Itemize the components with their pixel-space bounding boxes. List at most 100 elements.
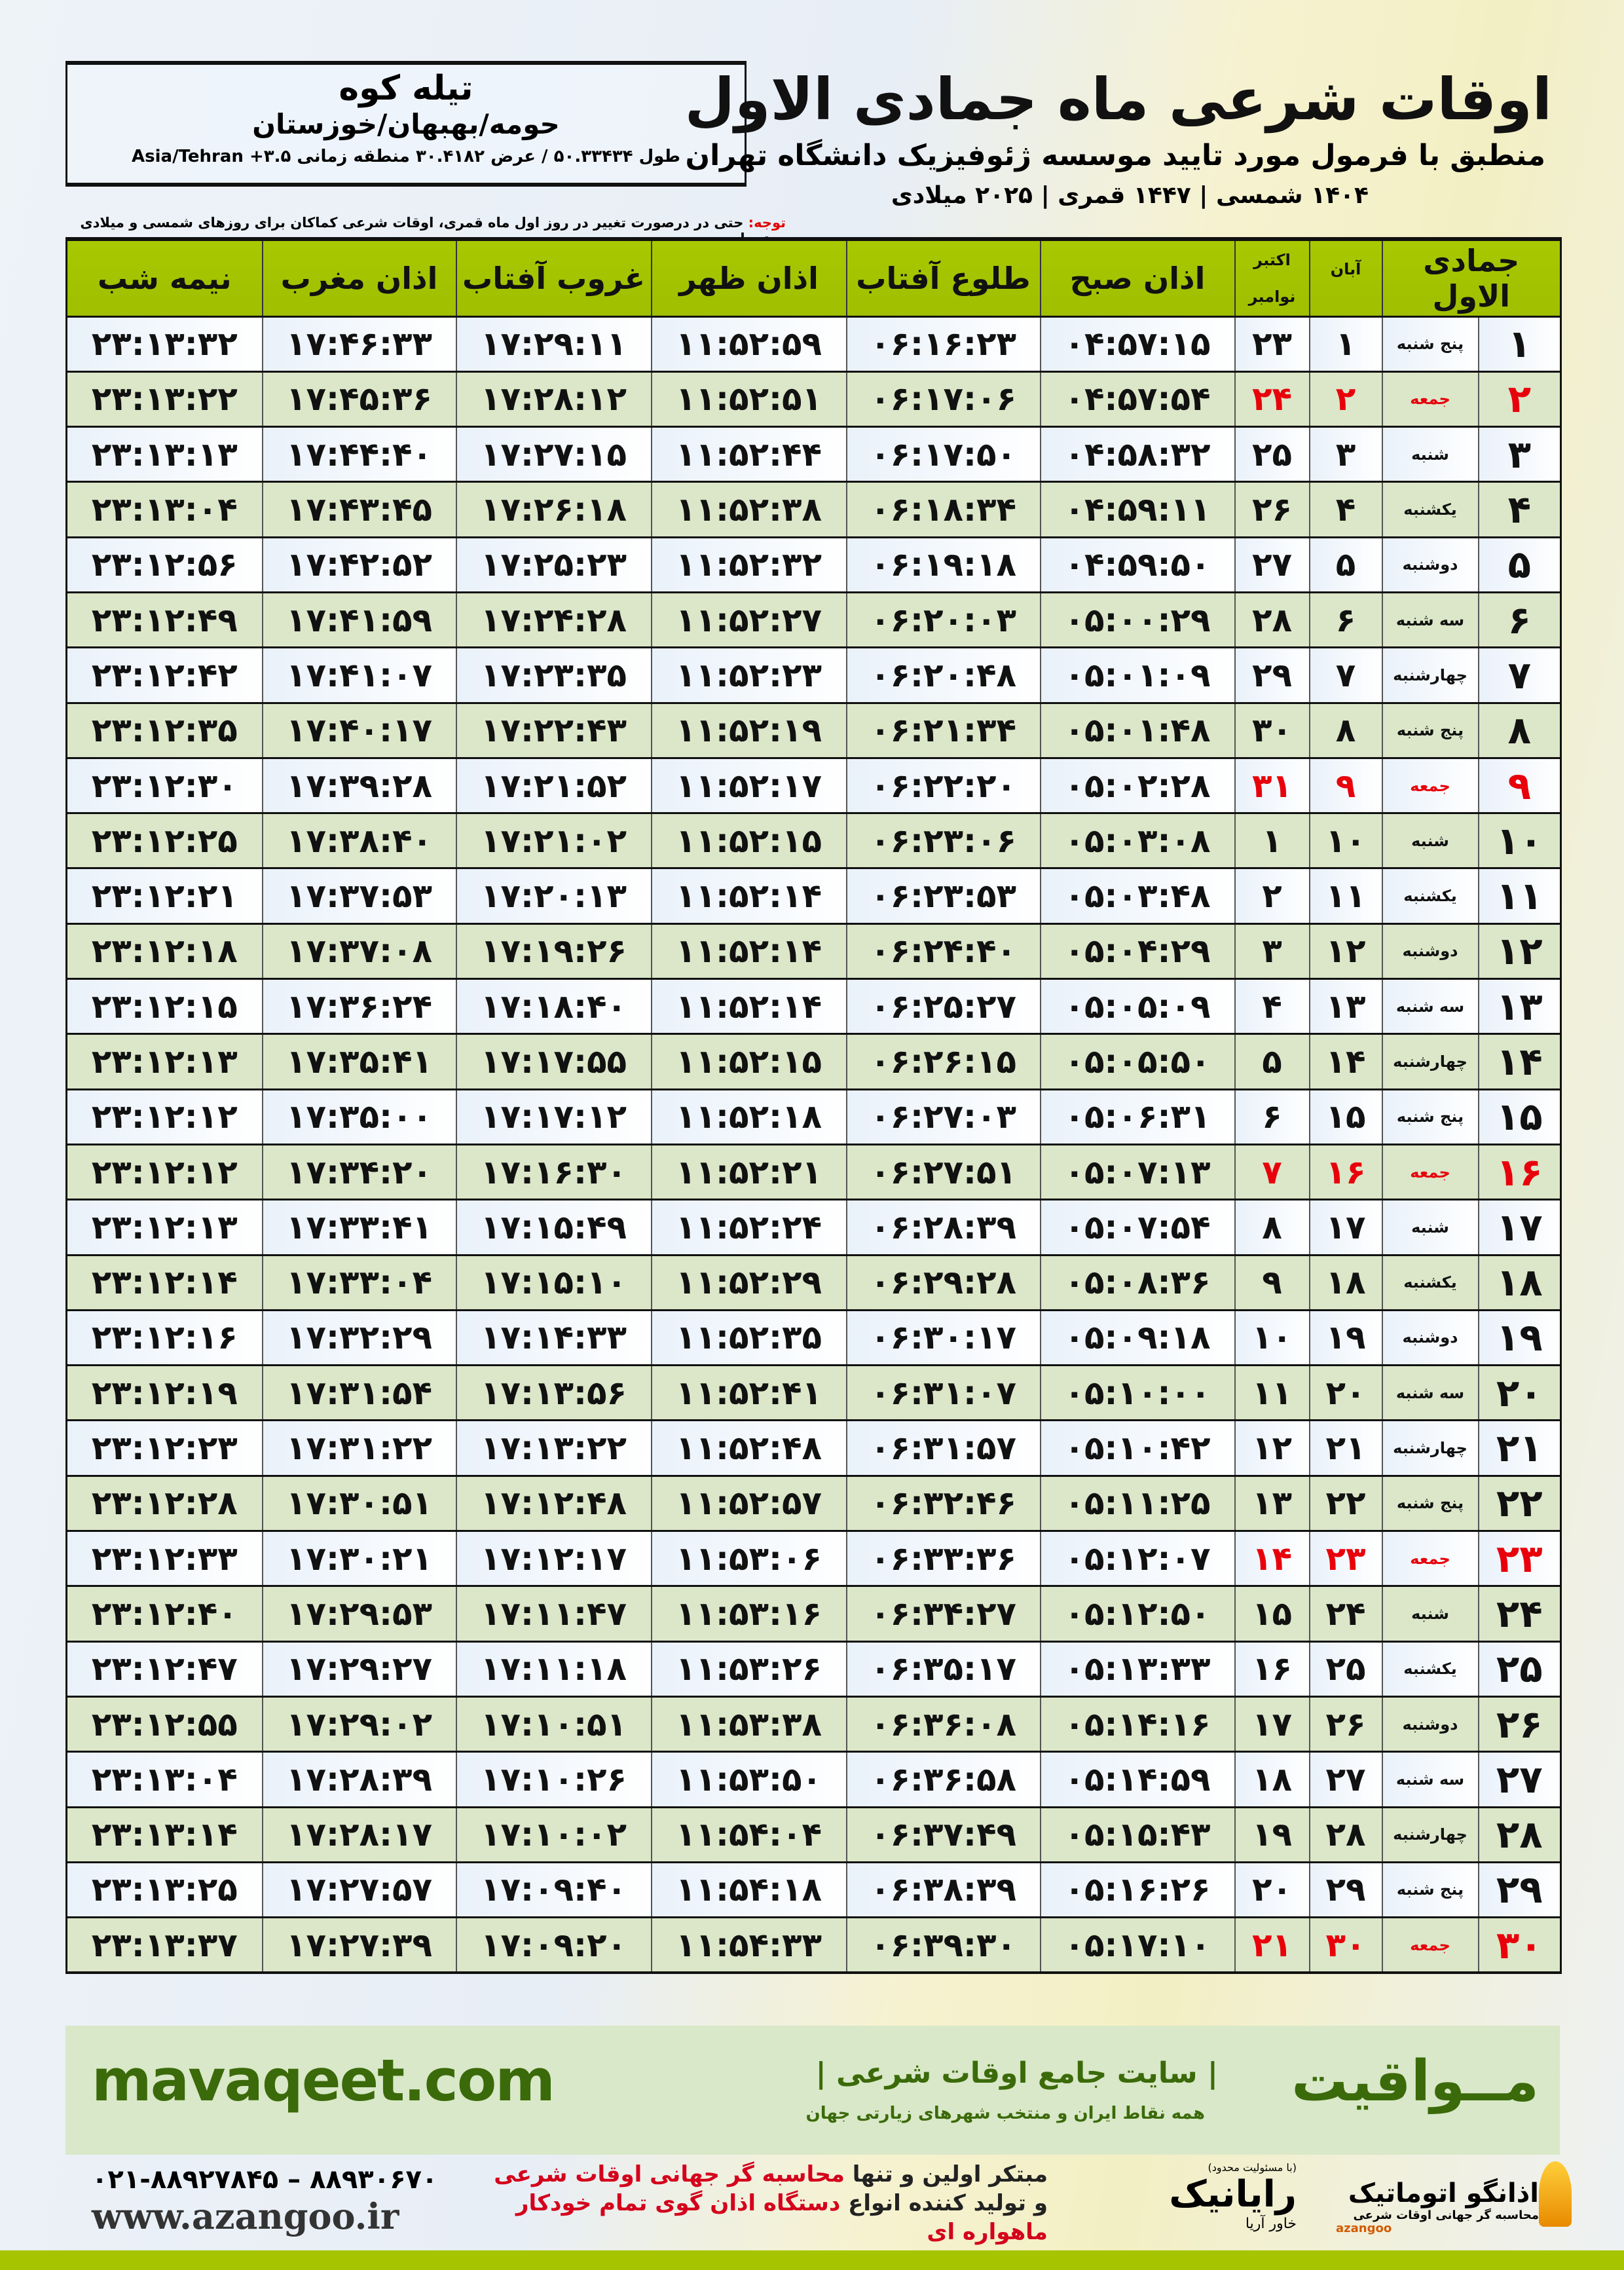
azangoo-url[interactable]: www.azangoo.ir xyxy=(92,2195,399,2237)
cell-maghrib: ۱۷:۳۳:۴۱ xyxy=(261,1199,456,1256)
cell-weekday: شنبه xyxy=(1381,426,1479,482)
cell-weekday: پنج شنبه xyxy=(1381,701,1479,758)
cell-aban: ۱۰ xyxy=(1308,812,1382,868)
cell-midnight: ۲۳:۱۲:۴۷ xyxy=(65,1640,263,1697)
cell-gregorian: ۲ xyxy=(1234,867,1310,924)
cell-gregorian: ۲۵ xyxy=(1234,426,1310,482)
cell-maghrib: ۱۷:۳۴:۲۰ xyxy=(261,1143,456,1200)
cell-sunset: ۱۷:۲۲:۴۳ xyxy=(455,701,652,758)
cell-gregorian: ۲۳ xyxy=(1234,315,1310,372)
cell-maghrib: ۱۷:۴۴:۴۰ xyxy=(261,426,456,482)
cell-sunset: ۱۷:۱۵:۴۹ xyxy=(455,1199,652,1256)
cell-sunset: ۱۷:۱۰:۰۲ xyxy=(455,1806,652,1863)
cell-sunset: ۱۷:۲۷:۱۵ xyxy=(455,426,652,482)
cell-weekday: دوشنبه xyxy=(1381,1695,1479,1752)
cell-sunrise: ۰۶:۲۷:۵۱ xyxy=(845,1143,1041,1200)
cell-gregorian: ۱۸ xyxy=(1234,1751,1310,1808)
cell-maghrib: ۱۷:۲۷:۵۷ xyxy=(261,1861,456,1918)
cell-dhuhr: ۱۱:۵۲:۲۹ xyxy=(650,1254,847,1311)
cell-aban: ۲۲ xyxy=(1308,1474,1382,1531)
cell-weekday: جمعه xyxy=(1381,370,1479,427)
cell-aban: ۱۷ xyxy=(1308,1199,1382,1256)
cell-sunrise: ۰۶:۱۸:۳۴ xyxy=(845,481,1041,538)
cell-sunset: ۱۷:۱۴:۳۳ xyxy=(455,1309,652,1366)
cell-sunrise: ۰۶:۳۳:۳۶ xyxy=(845,1530,1041,1586)
cell-sunrise: ۰۶:۳۸:۳۹ xyxy=(845,1861,1041,1918)
brand-logo: مــواقیت xyxy=(1291,2049,1539,2114)
cell-sunset: ۱۷:۱۷:۵۵ xyxy=(455,1033,652,1090)
cell-weekday: شنبه xyxy=(1381,812,1479,868)
cell-dhuhr: ۱۱:۵۲:۱۵ xyxy=(650,1033,847,1090)
rayanik-sub: خاور آریا xyxy=(1245,2216,1297,2232)
cell-sunrise: ۰۶:۲۰:۰۳ xyxy=(845,591,1041,648)
cell-maghrib: ۱۷:۳۰:۲۱ xyxy=(261,1530,456,1586)
cell-aban: ۲۸ xyxy=(1308,1806,1382,1863)
cell-gregorian: ۲۰ xyxy=(1234,1861,1310,1918)
cell-sunrise: ۰۶:۳۵:۱۷ xyxy=(845,1640,1041,1697)
cell-gregorian: ۲۶ xyxy=(1234,481,1310,538)
cell-aban: ۱۸ xyxy=(1308,1254,1382,1311)
col-maghrib: اذان مغرب xyxy=(261,237,456,316)
cell-fajr: ۰۵:۱۲:۵۰ xyxy=(1039,1585,1235,1642)
cell-weekday: جمعه xyxy=(1381,756,1479,813)
cell-fajr: ۰۵:۰۰:۲۹ xyxy=(1039,591,1235,648)
cell-gregorian: ۴ xyxy=(1234,978,1310,1034)
cell-gregorian: ۸ xyxy=(1234,1199,1310,1256)
note-text: حتی در درصورت تغییر در روز اول ماه قمری،… xyxy=(80,215,786,246)
location-box: تیله کوه حومه/بهبهان/خوزستان طول ۵۰.۳۳۴۳… xyxy=(65,61,747,187)
cell-fajr: ۰۵:۱۲:۰۷ xyxy=(1039,1530,1235,1586)
site-url[interactable]: mavaqeet.com xyxy=(92,2047,555,2114)
cell-weekday: جمعه xyxy=(1381,1530,1479,1586)
cell-sunset: ۱۷:۲۶:۱۸ xyxy=(455,481,652,538)
cell-dhuhr: ۱۱:۵۴:۰۴ xyxy=(650,1806,847,1863)
cell-maghrib: ۱۷:۴۱:۵۹ xyxy=(261,591,456,648)
cell-gregorian: ۲۱ xyxy=(1234,1916,1310,1973)
table-row: ۱۰ شنبه ۱۰ ۱ ۰۵:۰۳:۰۸ ۰۶:۲۳:۰۶ ۱۱:۵۲:۱۵ ۱۷:۲۱:۰… xyxy=(65,812,1561,868)
cell-midnight: ۲۳:۱۲:۴۲ xyxy=(65,646,263,703)
cell-fajr: ۰۵:۰۹:۱۸ xyxy=(1039,1309,1235,1366)
cell-maghrib: ۱۷:۲۷:۳۹ xyxy=(261,1916,456,1973)
rayanik-logo: (با مسئولیت محدود) رایانیک خاور آریا xyxy=(1113,2161,1297,2232)
cell-dhuhr: ۱۱:۵۲:۴۱ xyxy=(650,1364,847,1421)
table-row: ۴ یکشنبه ۴ ۲۶ ۰۴:۵۹:۱۱ ۰۶:۱۸:۳۴ ۱۱:۵۲:۳۸ ۱۷:۲۶:… xyxy=(65,481,1561,538)
cell-sunrise: ۰۶:۲۰:۴۸ xyxy=(845,646,1041,703)
cell-day: ۱ xyxy=(1477,315,1561,372)
cell-weekday: یکشنبه xyxy=(1381,1640,1479,1697)
ad-line-2-b: دستگاه اذان گوی تمام خودکار ماهواره ای xyxy=(515,2190,1048,2245)
cell-midnight: ۲۳:۱۳:۰۴ xyxy=(65,481,263,538)
cell-fajr: ۰۵:۰۲:۲۸ xyxy=(1039,756,1235,813)
cell-sunset: ۱۷:۱۵:۱۰ xyxy=(455,1254,652,1311)
cell-sunrise: ۰۶:۳۱:۰۷ xyxy=(845,1364,1041,1421)
cell-gregorian: ۱۱ xyxy=(1234,1364,1310,1421)
cell-gregorian: ۱۲ xyxy=(1234,1419,1310,1476)
cell-weekday: پنج شنبه xyxy=(1381,1861,1479,1918)
col-gregorian: اکتبر نوامبر xyxy=(1234,237,1310,316)
cell-fajr: ۰۵:۱۶:۲۶ xyxy=(1039,1861,1235,1918)
table-row: ۱۶ جمعه ۱۶ ۷ ۰۵:۰۷:۱۳ ۰۶:۲۷:۵۱ ۱۱:۵۲:۲۱ ۱۷:۱۶:۳… xyxy=(65,1143,1561,1200)
table-row: ۲۹ پنج شنبه ۲۹ ۲۰ ۰۵:۱۶:۲۶ ۰۶:۳۸:۳۹ ۱۱:۵۴:۱۸ ۱۷… xyxy=(65,1861,1561,1918)
cell-sunrise: ۰۶:۱۷:۰۶ xyxy=(845,370,1041,427)
cell-gregorian: ۱۰ xyxy=(1234,1309,1310,1366)
cell-aban: ۲۵ xyxy=(1308,1640,1382,1697)
ad-line-1-a: مبتکر اولین و تنها xyxy=(844,2161,1048,2187)
cell-day: ۳۰ xyxy=(1477,1916,1561,1973)
cell-fajr: ۰۵:۱۳:۳۳ xyxy=(1039,1640,1235,1697)
rayanik-note: (با مسئولیت محدود) xyxy=(1208,2161,1297,2174)
table-row: ۳۰ جمعه ۳۰ ۲۱ ۰۵:۱۷:۱۰ ۰۶:۳۹:۳۰ ۱۱:۵۴:۳۳ ۱۷:۰۹:… xyxy=(65,1916,1561,1973)
cell-midnight: ۲۳:۱۳:۲۲ xyxy=(65,370,263,427)
cell-gregorian: ۲۹ xyxy=(1234,646,1310,703)
cell-weekday: دوشنبه xyxy=(1381,922,1479,979)
table-row: ۲۴ شنبه ۲۴ ۱۵ ۰۵:۱۲:۵۰ ۰۶:۳۴:۲۷ ۱۱:۵۳:۱۶ ۱۷:۱۱:… xyxy=(65,1585,1561,1642)
table-row: ۱ پنج شنبه ۱ ۲۳ ۰۴:۵۷:۱۵ ۰۶:۱۶:۲۳ ۱۱:۵۲:۵۹ ۱۷:۲… xyxy=(65,315,1561,372)
cell-aban: ۱۶ xyxy=(1308,1143,1382,1200)
cell-sunset: ۱۷:۱۶:۳۰ xyxy=(455,1143,652,1200)
cell-dhuhr: ۱۱:۵۲:۳۵ xyxy=(650,1309,847,1366)
brand-tagline-2: همه نقاط ایران و منتخب شهرهای زیارتی جها… xyxy=(805,2104,1205,2123)
table-row: ۵ دوشنبه ۵ ۲۷ ۰۴:۵۹:۵۰ ۰۶:۱۹:۱۸ ۱۱:۵۲:۳۲ ۱۷:۲۵:… xyxy=(65,536,1561,593)
cell-weekday: دوشنبه xyxy=(1381,536,1479,593)
cell-sunset: ۱۷:۱۱:۴۷ xyxy=(455,1585,652,1642)
cell-sunset: ۱۷:۱۳:۲۲ xyxy=(455,1419,652,1476)
cell-weekday: چهارشنبه xyxy=(1381,1419,1479,1476)
cell-day: ۱۲ xyxy=(1477,922,1561,979)
ad-text: مبتکر اولین و تنها محاسبه گر جهانی اوقات… xyxy=(458,2160,1048,2246)
